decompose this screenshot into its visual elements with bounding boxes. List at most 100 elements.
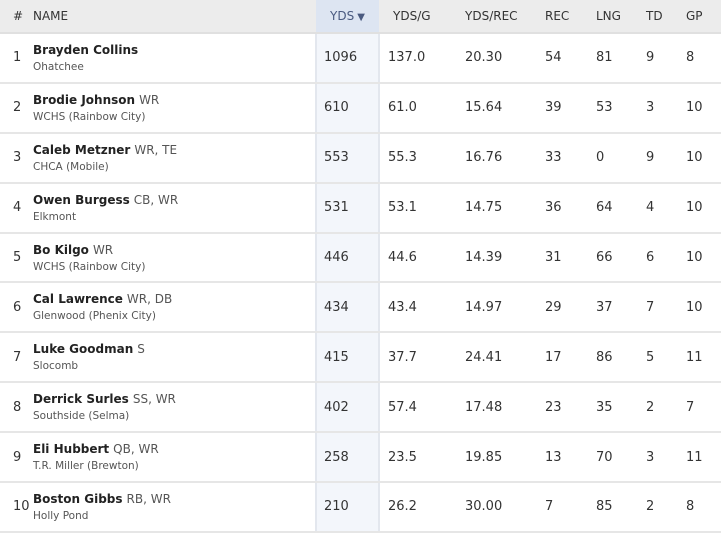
lng-cell: 70 [582, 432, 634, 484]
table-row: 1 Brayden Collins Ohatchee 1096 137.0 20.30 54… [0, 33, 721, 84]
player-school: Southside (Selma) [33, 410, 130, 423]
lng-cell: 81 [582, 33, 634, 84]
ydsg-cell: 26.2 [379, 482, 449, 533]
yds-cell: 1096 [315, 33, 380, 84]
player-name-link[interactable]: Owen Burgess [33, 192, 130, 207]
player-school: Glenwood (Phenix City) [33, 310, 156, 323]
gp-cell: 10 [676, 232, 721, 284]
rec-cell: 23 [533, 382, 582, 434]
yds-cell: 553 [315, 132, 380, 184]
rank-cell: 2 [0, 82, 33, 134]
player-name-link[interactable]: Boston Gibbs [33, 491, 123, 506]
player-cell: Derrick Surles SS, WR Southside (Selma) [33, 382, 316, 434]
lng-cell: 0 [582, 132, 634, 184]
ydsg-cell: 61.0 [379, 82, 449, 134]
rec-cell: 17 [533, 332, 582, 384]
table-row: 7 Luke Goodman S Slocomb 415 37.7 24.41 17 86 5 11 [0, 332, 721, 384]
player-cell: Owen Burgess CB, WR Elkmont [33, 182, 316, 234]
rec-cell: 39 [533, 82, 582, 134]
player-cell: Cal Lawrence WR, DB Glenwood (Phenix City) [33, 282, 316, 334]
player-name-link[interactable]: Caleb Metzner [33, 142, 131, 157]
triangle-down-icon: ▼ [357, 12, 365, 23]
lng-column-header[interactable]: LNG [582, 0, 634, 34]
rec-cell: 33 [533, 132, 582, 184]
rank-cell: 4 [0, 182, 33, 234]
yds-cell: 434 [315, 282, 380, 334]
lng-cell: 35 [582, 382, 634, 434]
table-row: 10 Boston Gibbs RB, WR Holly Pond 210 26.2 30.… [0, 482, 721, 533]
td-column-header[interactable]: TD [634, 0, 676, 34]
yds-cell: 446 [315, 232, 380, 284]
player-cell: Boston Gibbs RB, WR Holly Pond [33, 482, 316, 533]
gp-cell: 8 [676, 482, 721, 533]
player-school: CHCA (Mobile) [33, 160, 109, 173]
rec-cell: 36 [533, 182, 582, 234]
player-position: WR, TE [134, 142, 178, 157]
player-name-link[interactable]: Derrick Surles [33, 392, 129, 407]
rec-cell: 7 [533, 482, 582, 533]
player-name-link[interactable]: Brodie Johnson [33, 92, 136, 107]
table-body: 1 Brayden Collins Ohatchee 1096 137.0 20.30 54… [0, 33, 721, 533]
player-school: T.R. Miller (Brewton) [33, 460, 139, 473]
ydsrec-cell: 24.41 [449, 332, 533, 384]
player-name-link[interactable]: Eli Hubbert [33, 442, 110, 457]
td-cell: 9 [634, 33, 676, 84]
yds-cell: 610 [315, 82, 380, 134]
table-header: # NAME YDS ▼ YDS/G YDS/REC REC LNG TD GP [0, 0, 721, 34]
ydsrec-cell: 17.48 [449, 382, 533, 434]
td-cell: 4 [634, 182, 676, 234]
gp-cell: 10 [676, 132, 721, 184]
player-name-link[interactable]: Luke Goodman [33, 342, 134, 357]
rec-cell: 54 [533, 33, 582, 84]
player-name-link[interactable]: Bo Kilgo [33, 242, 89, 257]
td-cell: 2 [634, 382, 676, 434]
yds-cell: 402 [315, 382, 380, 434]
rank-cell: 9 [0, 432, 33, 484]
player-position: SS, WR [132, 392, 176, 407]
rank-cell: 7 [0, 332, 33, 384]
player-school: Slocomb [33, 360, 79, 373]
rank-cell: 5 [0, 232, 33, 284]
ydsg-cell: 57.4 [379, 382, 449, 434]
rank-cell: 3 [0, 132, 33, 184]
rec-cell: 13 [533, 432, 582, 484]
table-row: 2 Brodie Johnson WR WCHS (Rainbow City) 610 6… [0, 82, 721, 134]
yds-header-label: YDS [330, 9, 355, 23]
td-cell: 6 [634, 232, 676, 284]
player-cell: Eli Hubbert QB, WR T.R. Miller (Brewton) [33, 432, 316, 484]
ydsg-cell: 43.4 [379, 282, 449, 334]
ydsrec-cell: 16.76 [449, 132, 533, 184]
rank-cell: 1 [0, 33, 33, 84]
gp-cell: 10 [676, 82, 721, 134]
player-position: WR [92, 242, 114, 257]
gp-column-header[interactable]: GP [676, 0, 721, 34]
td-cell: 2 [634, 482, 676, 533]
player-school: WCHS (Rainbow City) [33, 110, 146, 123]
player-position: WR [139, 92, 160, 107]
table-row: 5 Bo Kilgo WR WCHS (Rainbow City) 446 44.6 14.… [0, 232, 721, 284]
player-school: Holly Pond [33, 509, 89, 522]
lng-cell: 37 [582, 282, 634, 334]
ydsg-cell: 23.5 [379, 432, 449, 484]
ydsrec-cell: 14.97 [449, 282, 533, 334]
player-school: Ohatchee [33, 60, 84, 73]
name-column-header[interactable]: NAME [33, 0, 316, 34]
rec-cell: 29 [533, 282, 582, 334]
td-cell: 3 [634, 82, 676, 134]
player-name-link[interactable]: Brayden Collins [33, 42, 139, 57]
yds-column-header[interactable]: YDS ▼ [316, 0, 379, 34]
ydsg-column-header[interactable]: YDS/G [379, 0, 449, 34]
gp-cell: 11 [676, 332, 721, 384]
lng-cell: 86 [582, 332, 634, 384]
yds-cell: 258 [315, 432, 380, 484]
table-row: 9 Eli Hubbert QB, WR T.R. Miller (Brewton) 2… [0, 432, 721, 484]
rec-column-header[interactable]: REC [533, 0, 582, 34]
rank-column-header[interactable]: # [0, 0, 33, 34]
player-name-link[interactable]: Cal Lawrence [33, 292, 123, 307]
player-school: Elkmont [33, 210, 77, 223]
ydsrec-column-header[interactable]: YDS/REC [449, 0, 533, 34]
yds-cell: 210 [315, 482, 380, 533]
lng-cell: 64 [582, 182, 634, 234]
lng-cell: 85 [582, 482, 634, 533]
player-cell: Brayden Collins Ohatchee [33, 33, 316, 84]
